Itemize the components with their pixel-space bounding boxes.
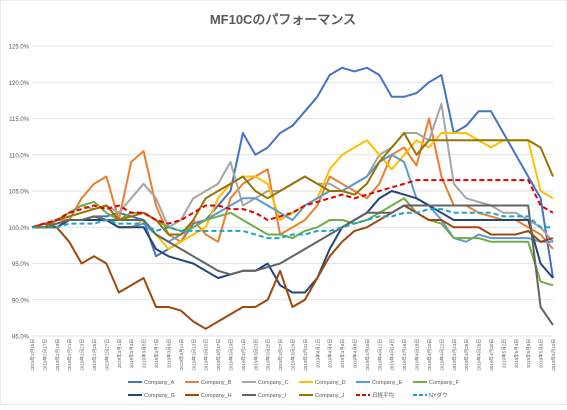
y-tick-label: 95.0% [12,262,30,268]
x-tick-label: 2019年5月8日 [538,339,545,368]
x-tick-label: 2019年3月23日 [252,339,259,371]
legend-label: Company_G [144,393,175,399]
legend-label: Company_H [201,393,232,399]
x-tick-label: 2019年3月25日 [265,339,272,371]
y-tick-label: 115.0% [9,117,30,123]
x-tick-label: 2019年4月16日 [401,339,408,371]
legend-label: Company_I [258,393,287,399]
x-tick-label: 2019年3月3日 [128,339,135,368]
x-tick-label: 2019年3月31日 [302,339,309,371]
series-line [32,190,554,294]
x-tick-label: 2019年5月6日 [525,339,532,368]
legend-label: Company_J [315,393,345,399]
x-tick-label: 2019年4月4日 [327,339,334,368]
x-tick-label: 2019年4月24日 [451,339,458,371]
legend-label: Company_C [258,380,289,386]
x-tick-label: 2019年4月30日 [488,339,495,371]
x-tick-label: 2019年2月25日 [91,339,98,371]
chart-title: MF10Cのパフォーマンス [210,12,356,27]
x-tick-label: 2019年4月6日 [339,339,346,368]
legend: Company_A Company_B Company_C Company_D Comp… [128,380,460,399]
x-tick-label: 2019年3月7日 [153,339,160,368]
x-tick-label: 2019年4月20日 [426,339,433,371]
x-tick-label: 2019年2月27日 [103,339,110,371]
series-line [32,208,553,240]
x-tick-label: 2019年4月12日 [376,339,383,371]
legend-label: Company_D [315,380,346,386]
y-tick-label: 125.0% [9,45,30,51]
y-tick-label: 110.0% [9,153,30,159]
x-tick-label: 2019年2月19日 [54,339,61,371]
x-tick-label: 2019年2月17日 [41,339,48,371]
x-tick-label: 2019年4月2日 [314,339,321,368]
y-tick-label: 120.0% [9,81,30,87]
x-tick-label: 2019年5月2日 [500,339,507,368]
gridlines [32,45,553,337]
y-tick-label: 105.0% [9,190,30,196]
legend-label: NYダウ [429,391,448,399]
x-tick-label: 2019年4月10日 [364,339,371,371]
series-line [32,132,554,236]
x-tick-label: 2019年3月5日 [141,339,148,368]
x-tick-label: 2019年2月15日 [29,339,36,371]
series-line [31,179,554,229]
legend-label: Company_B [201,380,232,386]
x-tick-label: 2019年5月4日 [513,339,520,368]
x-tick-label: 2019年2月21日 [66,339,73,371]
x-tick-label: 2019年5月10日 [550,339,557,371]
y-tick-label: 100.0% [9,226,30,232]
x-tick-label: 2019年4月22日 [438,339,445,371]
x-tick-label: 2019年2月23日 [79,339,86,371]
x-tick-label: 2019年3月29日 [290,339,297,371]
x-tick-label: 2019年4月8日 [352,339,359,368]
y-tick-label: 85.0% [12,335,30,341]
legend-label: Company_F [429,380,460,386]
x-tick-label: 2019年3月21日 [240,339,247,371]
x-axis: 2019年2月15日 2019年2月17日 2019年2月19日 2019年2月21日… [29,339,557,371]
y-axis: 85.0% 90.0% 95.0% 100.0% 105.0% 110.0% 115.0% 1… [9,45,30,341]
series-lines [31,66,554,330]
x-tick-label: 2019年4月28日 [476,339,483,371]
x-tick-label: 2019年3月11日 [178,339,185,370]
x-tick-label: 2019年3月17日 [215,339,222,371]
x-tick-label: 2019年4月26日 [463,339,470,371]
x-tick-label: 2019年4月18日 [414,339,421,371]
series-line [31,204,554,330]
x-tick-label: 2019年3月19日 [227,339,234,371]
legend-label: 日経平均 [372,391,395,399]
x-tick-label: 2019年3月27日 [277,339,284,371]
x-tick-label: 2019年3月1日 [116,339,123,368]
y-tick-label: 90.0% [12,298,30,304]
x-tick-label: 2019年3月9日 [165,339,172,368]
legend-label: Company_A [144,380,175,386]
x-tick-label: 2019年3月15日 [203,339,210,371]
x-tick-label: 2019年3月13日 [190,339,197,371]
x-tick-label: 2019年4月14日 [389,339,396,371]
legend-label: Company_E [372,380,403,386]
